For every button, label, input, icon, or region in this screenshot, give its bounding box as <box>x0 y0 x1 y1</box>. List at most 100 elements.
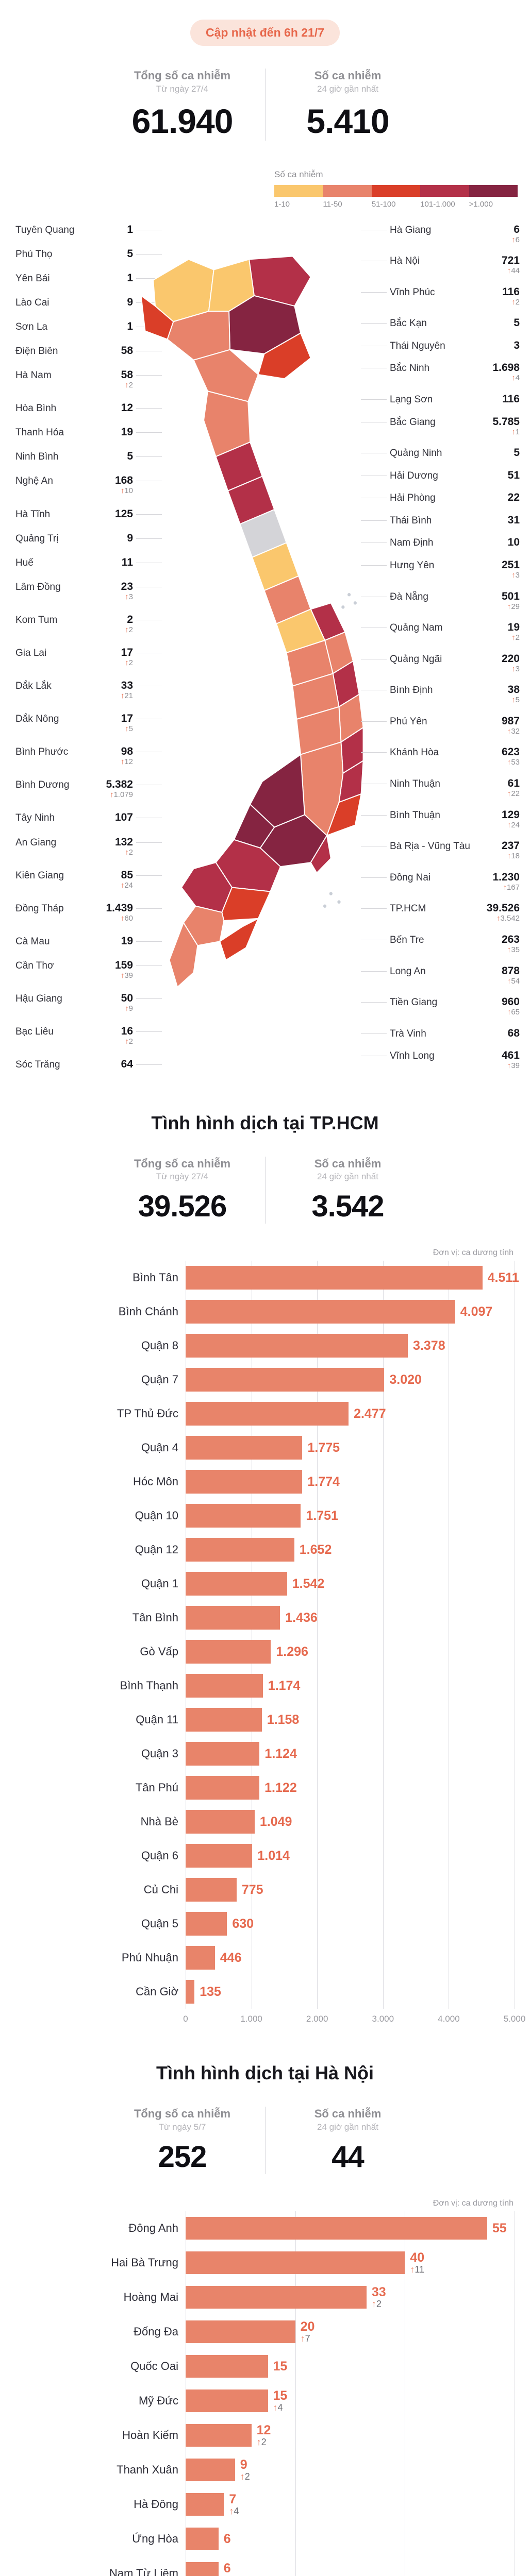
bar-value-block: 3.020 <box>389 1372 422 1387</box>
up-arrow-icon: ↑ <box>503 883 507 892</box>
up-arrow-icon: ↑ <box>507 1008 511 1017</box>
bar <box>186 2285 367 2309</box>
chart-row: Đống Đa 20 ↑7 <box>15 2315 515 2349</box>
update-badge: Cập nhật đến 6h 21/7 <box>190 20 340 46</box>
province-delta: ↑5 <box>125 724 133 734</box>
chart-row: Cần Giờ 135 <box>15 1975 515 2009</box>
province-name: Phú Yên <box>390 716 427 727</box>
province-delta: ↑5 <box>511 696 520 705</box>
chart-row: Quốc Oai 15 <box>15 2349 515 2384</box>
bar <box>186 2528 219 2550</box>
bar-value: 1.652 <box>299 1542 332 1557</box>
hcm-total-block: Tổng số ca nhiễm Từ ngày 27/4 39.526 <box>100 1157 265 1224</box>
bar-value: 1.296 <box>276 1644 308 1659</box>
national-stats: Tổng số ca nhiễm Từ ngày 27/4 61.940 Số … <box>0 69 530 141</box>
province-delta: ↑9 <box>125 1004 133 1013</box>
recent-cases-sublabel: 24 giờ gần nhất <box>317 83 378 94</box>
province-value-block: 33 ↑21 <box>121 680 133 701</box>
legend-swatch <box>323 184 372 197</box>
province-case-count: 19 <box>121 426 133 438</box>
province-name: Tây Ninh <box>15 812 55 824</box>
bar-category-label: Quận 10 <box>135 1509 178 1522</box>
province-row: Nghệ An 168 ↑10 <box>15 475 162 496</box>
province-case-count: 11 <box>121 556 133 568</box>
province-value-block: 10 <box>508 537 520 548</box>
province-row: Cà Mau 19 <box>15 936 162 947</box>
province-value-block: 5 <box>127 248 133 260</box>
hanoi-total-sublabel: Từ ngày 5/7 <box>158 2122 206 2132</box>
bar-track: 6 <box>186 2528 515 2550</box>
bar-value-block: 20 ↑7 <box>301 2320 315 2343</box>
province-name: Tiền Giang <box>390 997 438 1008</box>
bar <box>186 2355 268 2378</box>
province-delta: ↑53 <box>507 758 520 767</box>
up-arrow-icon: ↑ <box>511 297 516 307</box>
province-row: Bắc Giang 5.785 ↑1 <box>361 416 520 437</box>
chart-row: Bình Thạnh 1.174 <box>15 1669 515 1703</box>
chart-row: Phú Nhuận 446 <box>15 1941 515 1975</box>
bar-track: 135 <box>186 1980 515 2004</box>
province-case-count: 1 <box>127 320 133 332</box>
bar-category-label: Nhà Bè <box>140 1815 178 1828</box>
leader-line <box>136 514 162 515</box>
up-arrow-icon: ↑ <box>120 971 125 980</box>
hcm-recent-sublabel: 24 giờ gần nhất <box>317 1172 378 1181</box>
province-delta: ↑2 <box>511 633 520 642</box>
gridline <box>383 1261 384 2009</box>
province-name: Kom Tum <box>15 614 58 625</box>
bar-track: 15 ↑4 <box>186 2389 515 2412</box>
hanoi-total-block: Tổng số ca nhiễm Từ ngày 5/7 252 <box>100 2107 265 2174</box>
bar-category-label: Quận 8 <box>141 1339 178 1352</box>
province-name: Nghệ An <box>15 476 53 487</box>
province-name: Thanh Hóa <box>15 427 64 438</box>
province-row: Hưng Yên 251 ↑3 <box>361 560 520 580</box>
province-case-count: 16 <box>121 1025 133 1038</box>
bar-value-block: 2.477 <box>354 1407 386 1421</box>
province-case-count: 17 <box>121 647 133 658</box>
x-axis-tick-label: 4.000 <box>438 2014 460 2024</box>
province-name: Điện Biên <box>15 345 58 357</box>
legend-swatch <box>420 184 469 197</box>
up-arrow-icon: ↑ <box>109 790 114 800</box>
recent-cases-label: Số ca nhiễm <box>314 69 382 82</box>
province-delta: ↑24 <box>507 820 520 829</box>
bar-value: 775 <box>241 1882 263 1897</box>
province-value-block: 2 ↑2 <box>125 614 133 635</box>
bar-value-block: 6 <box>224 2532 231 2546</box>
up-arrow-icon: ↑ <box>240 2471 245 2482</box>
province-value-block: 85 ↑24 <box>121 870 133 890</box>
bar <box>186 1912 227 1936</box>
bar-value-block: 1.124 <box>264 1746 297 1761</box>
leader-line <box>136 538 162 539</box>
bar-value: 1.124 <box>264 1746 297 1761</box>
up-arrow-icon: ↑ <box>125 724 129 734</box>
map-province-region <box>249 255 311 307</box>
bar-track: 1.014 <box>186 1844 515 1868</box>
leader-line <box>361 1033 387 1034</box>
bar-track: 1.158 <box>186 1708 515 1732</box>
up-arrow-icon: ↑ <box>229 2505 234 2516</box>
province-case-count: 38 <box>507 684 520 696</box>
bar-value-block: 1.122 <box>264 1781 297 1795</box>
up-arrow-icon: ↑ <box>507 758 511 767</box>
province-row: Lào Cai 9 <box>15 297 162 309</box>
province-value-block: 9 <box>127 533 133 544</box>
islands-dot <box>353 601 357 605</box>
province-name: Vĩnh Long <box>390 1050 435 1062</box>
gridline <box>295 2211 296 2576</box>
province-name: Phú Thọ <box>15 248 53 260</box>
bar-category-label: Quận 4 <box>141 1441 178 1454</box>
province-row: Quảng Ngãi 220 ↑3 <box>361 653 520 674</box>
bar-value: 3.020 <box>389 1372 422 1387</box>
province-value-block: 1.230 ↑167 <box>492 872 520 892</box>
leader-line <box>361 908 387 909</box>
bar <box>186 2320 295 2343</box>
province-case-count: 31 <box>507 514 520 526</box>
chart-row: Quận 7 3.020 <box>15 1363 515 1397</box>
province-case-count: 58 <box>121 344 133 357</box>
vietnam-choropleth-map <box>140 255 364 988</box>
hanoi-recent-label: Số ca nhiễm <box>314 2107 382 2120</box>
legend-swatch <box>371 184 421 197</box>
bar-track: 1.751 <box>186 1504 515 1528</box>
up-arrow-icon: ↑ <box>507 726 511 736</box>
